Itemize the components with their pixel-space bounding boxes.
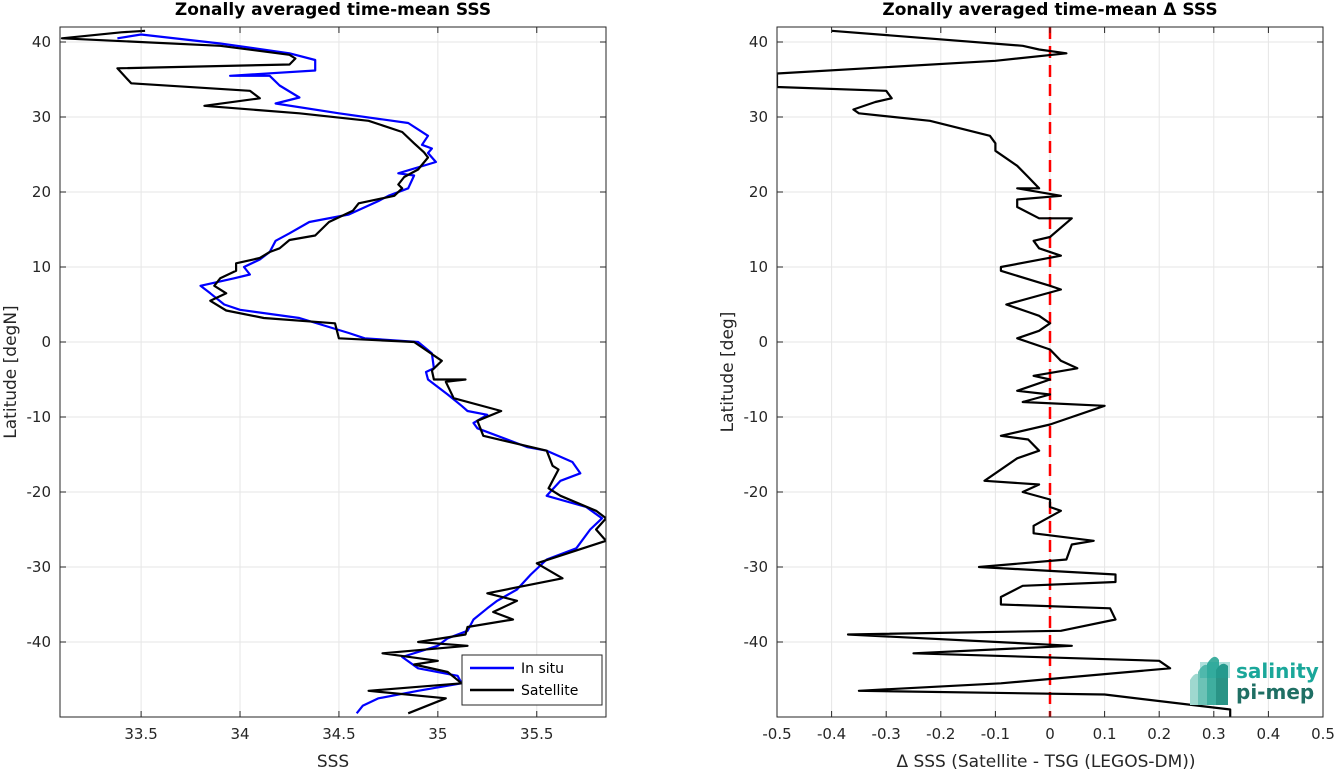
x-tick-label: 35 bbox=[428, 725, 447, 743]
x-tick-label: 0.4 bbox=[1256, 725, 1280, 743]
legend-box bbox=[461, 654, 603, 706]
right-chart-title: Zonally averaged time-mean Δ SSS bbox=[882, 0, 1217, 20]
right-series bbox=[777, 29, 1232, 717]
y-tick-label: -30 bbox=[744, 558, 769, 576]
x-tick-label: 0 bbox=[1045, 725, 1055, 743]
x-tick-label: 0.5 bbox=[1311, 725, 1335, 743]
x-tick-label: -0.4 bbox=[817, 725, 846, 743]
y-tick-label: 10 bbox=[32, 258, 51, 276]
x-tick-label: 0.2 bbox=[1147, 725, 1171, 743]
logo-waves-icon bbox=[1190, 656, 1230, 705]
right-chart: -0.5 -0.4 -0.3 -0.2 -0.1 0 0.1 0.2 0.3 0.4 0.5 40 30… bbox=[718, 0, 1335, 769]
left-ticks: 33.5 34 34.5 35 35.5 40 30 20 10 0 -10 -20 -30 -40 bbox=[27, 27, 606, 743]
y-tick-label: 10 bbox=[749, 258, 768, 276]
x-tick-label: -0.2 bbox=[926, 725, 955, 743]
left-chart-title: Zonally averaged time-mean SSS bbox=[175, 0, 491, 20]
legend-label-satellite: Satellite bbox=[521, 683, 578, 699]
y-tick-label: 0 bbox=[758, 333, 768, 351]
x-tick-label: 0.1 bbox=[1093, 725, 1117, 743]
left-chart: 33.5 34 34.5 35 35.5 40 30 20 10 0 -10 -20 -30 -40 Zo… bbox=[1, 0, 607, 769]
logo-text-pi-mep: pi-mep bbox=[1236, 680, 1314, 704]
left-series bbox=[60, 29, 606, 715]
y-tick-label: 0 bbox=[41, 333, 51, 351]
y-tick-label: 40 bbox=[749, 33, 768, 51]
legend: In situ Satellite bbox=[461, 654, 603, 706]
x-tick-label: -0.5 bbox=[762, 725, 791, 743]
y-tick-label: 20 bbox=[749, 183, 768, 201]
x-tick-label: 34 bbox=[230, 725, 249, 743]
left-axes-box bbox=[59, 26, 607, 718]
x-tick-label: -0.1 bbox=[981, 725, 1010, 743]
y-tick-label: -20 bbox=[27, 483, 52, 501]
y-tick-label: -20 bbox=[744, 483, 769, 501]
x-tick-label: -0.3 bbox=[872, 725, 901, 743]
right-y-axis-label: Latitude [deg] bbox=[718, 312, 738, 433]
x-tick-label: 0.3 bbox=[1202, 725, 1226, 743]
logo-text-salinity: salinity bbox=[1236, 659, 1319, 683]
y-tick-label: -10 bbox=[744, 408, 769, 426]
y-tick-label: -40 bbox=[744, 633, 769, 651]
salinity-pi-mep-logo: salinity pi-mep bbox=[1190, 656, 1319, 705]
legend-label-in-situ: In situ bbox=[521, 661, 564, 677]
y-tick-label: -40 bbox=[27, 633, 52, 651]
series-line-in-situ bbox=[117, 33, 604, 714]
x-tick-label: 35.5 bbox=[520, 725, 553, 743]
y-tick-label: 40 bbox=[32, 33, 51, 51]
y-tick-label: 30 bbox=[749, 108, 768, 126]
x-tick-label: 33.5 bbox=[124, 725, 157, 743]
x-tick-label: 34.5 bbox=[322, 725, 355, 743]
series-line-satellite bbox=[60, 29, 606, 715]
series-line-delta-sss bbox=[777, 29, 1232, 717]
y-tick-label: 30 bbox=[32, 108, 51, 126]
left-plot-area bbox=[60, 27, 606, 717]
y-tick-label: 20 bbox=[32, 183, 51, 201]
right-x-axis-label: Δ SSS (Satellite - TSG (LEGOS-DM)) bbox=[896, 752, 1195, 769]
left-x-axis-label: SSS bbox=[317, 752, 349, 769]
left-y-axis-label: Latitude [degN] bbox=[1, 305, 21, 438]
right-ticks: -0.5 -0.4 -0.3 -0.2 -0.1 0 0.1 0.2 0.3 0.4 0.5 40 30… bbox=[744, 27, 1335, 743]
y-tick-label: -30 bbox=[27, 558, 52, 576]
y-tick-label: -10 bbox=[27, 408, 52, 426]
